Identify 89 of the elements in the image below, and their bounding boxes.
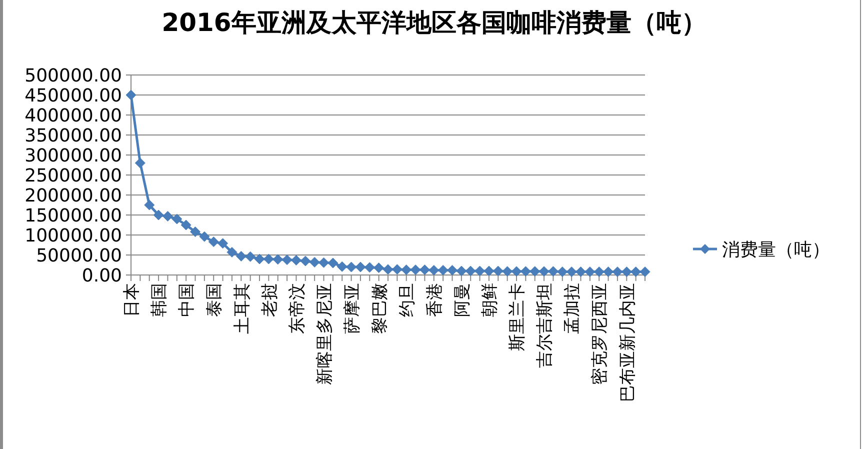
chart-title: 2016年亚洲及太平洋地区各国咖啡消费量（吨） xyxy=(162,8,706,37)
x-tick-label: 朝鲜 xyxy=(480,283,500,317)
point xyxy=(364,262,375,273)
x-tick-label: 约旦 xyxy=(397,283,418,317)
y-tick-label: 450000.00 xyxy=(24,85,122,106)
y-tick-label: 350000.00 xyxy=(24,125,122,146)
point xyxy=(520,266,531,277)
point xyxy=(318,257,329,268)
point xyxy=(410,264,421,276)
point xyxy=(245,251,256,262)
point xyxy=(392,264,402,275)
x-tick-label: 吉尔吉斯坦 xyxy=(535,283,556,368)
x-tick-label: 土耳其 xyxy=(232,283,252,334)
point xyxy=(336,261,348,272)
x-tick-label: 泰国 xyxy=(204,283,225,317)
point xyxy=(134,158,146,168)
point xyxy=(419,264,430,276)
point xyxy=(502,266,513,277)
point xyxy=(300,256,311,266)
point xyxy=(428,264,440,276)
point xyxy=(180,220,192,230)
point xyxy=(282,254,292,266)
point xyxy=(236,250,246,262)
point xyxy=(484,266,494,276)
point xyxy=(538,266,550,277)
point xyxy=(492,266,504,276)
x-tick-label: 密克罗尼西亚 xyxy=(590,283,610,385)
y-tick-label: 200000.00 xyxy=(24,185,122,206)
x-tick-label: 斯里兰卡 xyxy=(508,283,528,351)
point xyxy=(566,266,577,278)
x-tick-label: 香港 xyxy=(425,283,446,317)
y-tick-label: 0.00 xyxy=(82,265,122,286)
point xyxy=(557,266,568,278)
x-tick-label: 韩国 xyxy=(150,283,170,317)
point xyxy=(218,238,228,249)
point xyxy=(309,256,320,268)
point xyxy=(208,236,219,248)
x-tick-label: 老挝 xyxy=(260,283,280,317)
point xyxy=(382,264,394,275)
point xyxy=(584,266,596,278)
point xyxy=(355,262,366,272)
legend-label: 消费量（吨） xyxy=(722,239,830,260)
point xyxy=(612,266,623,278)
point xyxy=(594,266,604,278)
point xyxy=(511,266,522,277)
point xyxy=(374,262,384,274)
point xyxy=(162,210,173,222)
point xyxy=(465,266,476,276)
point xyxy=(438,264,448,276)
point xyxy=(272,254,284,265)
point xyxy=(456,266,467,276)
y-tick-label: 400000.00 xyxy=(24,105,122,126)
x-tick-label: 黎巴嫩 xyxy=(370,283,390,334)
point xyxy=(474,266,486,276)
point xyxy=(172,214,182,224)
point xyxy=(144,200,155,210)
point xyxy=(153,210,164,220)
point xyxy=(530,266,540,277)
point xyxy=(263,254,274,264)
y-tick-label: 50000.00 xyxy=(36,245,122,266)
point xyxy=(621,266,632,278)
point xyxy=(630,266,642,278)
x-tick-label: 阿曼 xyxy=(452,283,473,317)
point xyxy=(548,266,558,277)
y-tick-label: 150000.00 xyxy=(24,205,122,226)
point xyxy=(603,266,614,278)
point xyxy=(226,246,238,258)
y-tick-label: 500000.00 xyxy=(24,65,122,86)
point xyxy=(126,90,136,100)
x-tick-label: 巴布亚新几内亚 xyxy=(618,283,638,402)
y-tick-label: 300000.00 xyxy=(24,145,122,166)
point xyxy=(447,264,458,276)
x-tick-label: 孟加拉 xyxy=(562,283,583,334)
point xyxy=(190,226,200,238)
point xyxy=(328,258,338,268)
x-tick-label: 日本 xyxy=(122,283,142,317)
x-tick-label: 东帝汶 xyxy=(287,283,308,334)
y-tick-label: 100000.00 xyxy=(24,225,122,246)
point xyxy=(346,262,357,272)
y-tick-label: 250000.00 xyxy=(24,165,122,186)
x-tick-label: 新喀里多尼亚 xyxy=(314,283,335,385)
point xyxy=(576,266,586,278)
point xyxy=(640,266,650,278)
point xyxy=(290,254,302,266)
point xyxy=(401,264,412,276)
x-tick-label: 中国 xyxy=(177,283,198,317)
point xyxy=(199,231,210,242)
x-tick-label: 萨摩亚 xyxy=(342,283,362,334)
point xyxy=(254,254,265,264)
